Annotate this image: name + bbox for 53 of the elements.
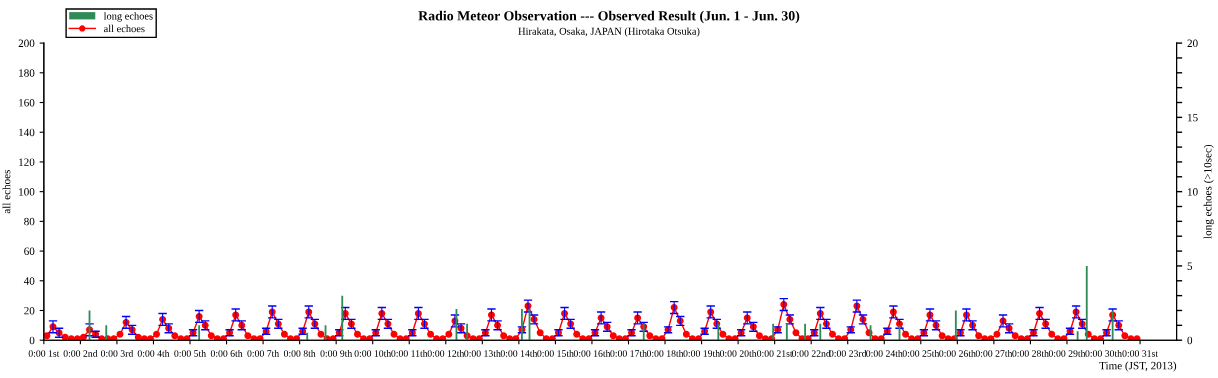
y2-tick-label: 10 [1187,188,1198,196]
y2-tick-label: 0 [1187,336,1193,345]
x-tick-label: 0:00 9th [320,349,353,357]
x-tick-label: 0:00 13th [464,349,501,357]
legend-label: long echoes [103,12,153,22]
y2-tick-label: 20 [1187,39,1198,48]
x-tick-label: 0:00 19th [683,349,720,357]
y-tick-label: 180 [19,69,35,77]
x-tick-label: 0:00 16th [573,349,611,357]
chart-subtitle: Hirakata, Osaka, JAPAN (Hirotaka Otsuka) [518,27,700,37]
x-tick-label: 0:00 7th [247,349,280,357]
x-tick-label: 0:00 26th [939,349,976,357]
x-tick-label: 0:00 25th [902,349,940,357]
x-tick-label: 0:00 4th [137,349,170,357]
x-tick-label: 0:00 8th [283,349,316,357]
y-tick-label: 20 [24,306,35,315]
y-tick-label: 0 [29,336,35,345]
x-tick-label: 0:00 10th [354,349,392,357]
x-tick-label: 0:00 5th [174,349,206,357]
x-tick-label: 0:00 18th [646,349,684,357]
x-tick-label: 0:00 2nd [63,349,98,357]
x-axis-title: Time (JST, 2013) [1099,361,1177,372]
x-tick-label: 0:00 24th [866,349,903,357]
x-tick-label: 0:00 17th [610,349,647,357]
y-tick-label: 100 [19,188,35,196]
y-axis-title: all echoes [2,169,11,214]
y-tick-label: 160 [19,98,35,107]
y-tick-label: 40 [23,277,35,285]
legend-label: all echoes [103,24,145,33]
y-tick-label: 80 [24,217,35,226]
chart-title: Radio Meteor Observation --- Observed Result (Jun. 1 - Jun. 30) [418,10,800,24]
y-tick-label: 140 [19,128,35,137]
x-tick-label: 0:00 1st [28,350,60,357]
y2-tick-label: 15 [1187,113,1198,122]
x-tick-label: 0:00 11th [391,349,428,357]
x-tick-label: 0:00 30th [1085,349,1122,357]
y-tick-label: 120 [19,158,35,166]
x-tick-label: 0:00 12th [427,349,465,357]
x-tick-label: 0:00 15th [537,349,574,357]
x-tick-label: 0:00 29th [1048,349,1086,357]
x-tick-label: 0:00 6th [210,349,243,357]
x-tick-label: 0:00 3rd [100,349,134,357]
x-tick-label: 0:00 20th [719,349,757,357]
y-tick-label: 60 [24,247,35,256]
x-tick-label: 0:00 23rd [829,349,867,357]
x-tick-label: 0:00 27th [975,349,1013,357]
y-tick-label: 200 [18,39,35,48]
y2-axis-title: long echoes (>10sec) [1203,144,1214,239]
x-tick-label: 0:00 21st [757,350,793,357]
x-tick-label: 0:00 28th [1012,349,1049,357]
x-tick-label: 0:00 31st [1122,350,1158,357]
x-tick-label: 0:00 14th [500,349,538,357]
y2-tick-label: 5 [1187,262,1193,270]
